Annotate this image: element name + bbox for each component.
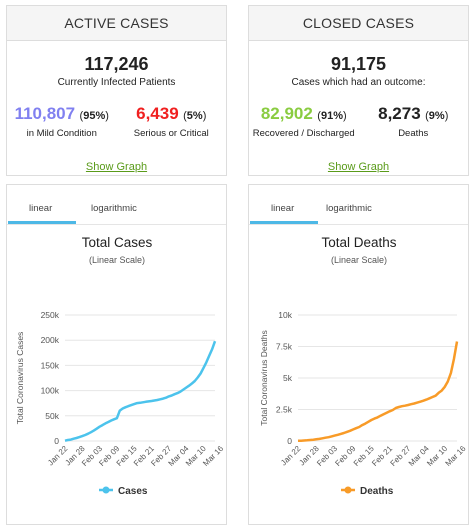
y-tick-label: 150k xyxy=(41,360,60,370)
legend-label: Deaths xyxy=(360,486,394,497)
recovered-value: 82,902 xyxy=(260,104,313,123)
deaths-value: 8,273 xyxy=(378,104,421,123)
tab-active-indicator xyxy=(250,221,318,224)
deaths-scale-tabs: linear logarithmic xyxy=(249,203,468,225)
y-tick-label: 7.5k xyxy=(276,342,293,352)
closed-cases-total-label: Cases which had an outcome: xyxy=(291,77,426,88)
recovered-percent: 91% xyxy=(320,110,343,122)
closed-cases-header: CLOSED CASES xyxy=(249,6,468,41)
y-tick-label: 100k xyxy=(41,386,60,396)
serious-condition-stat: 6,439 (5%) Serious or Critical xyxy=(117,104,227,139)
chart-subtitle: (Linear Scale) xyxy=(89,255,145,265)
closed-show-graph-link[interactable]: Show Graph xyxy=(327,161,390,173)
active-cases-panel: ACTIVE CASES 117,246 Currently Infected … xyxy=(6,5,227,176)
serious-label: Serious or Critical xyxy=(133,128,209,139)
x-tick-label: Mar 16 xyxy=(444,444,468,468)
chart-legend: Cases xyxy=(99,486,148,497)
y-axis-label: Total Coronavirus Cases xyxy=(15,332,25,425)
deaths-percent: 9% xyxy=(428,110,445,122)
y-axis-label: Total Coronavirus Deaths xyxy=(259,330,269,425)
legend-marker xyxy=(102,486,110,494)
legend-label: Cases xyxy=(118,486,148,497)
y-tick-label: 0 xyxy=(54,436,59,446)
mild-condition-stat: 110,807 (95%) in Mild Condition xyxy=(7,104,117,139)
serious-value: 6,439 xyxy=(136,104,179,123)
tab-logarithmic[interactable]: logarithmic xyxy=(326,203,372,214)
chart-title: Total Deaths xyxy=(321,235,396,250)
tabs-divider xyxy=(7,224,226,225)
y-tick-label: 2.5k xyxy=(276,405,293,415)
y-tick-label: 250k xyxy=(41,310,60,320)
deaths-label: Deaths xyxy=(398,128,429,139)
active-cases-total-label: Currently Infected Patients xyxy=(57,77,176,88)
mild-percent: 95% xyxy=(83,110,106,122)
tab-active-indicator xyxy=(8,221,76,224)
tab-linear[interactable]: linear xyxy=(29,203,53,214)
active-cases-header: ACTIVE CASES xyxy=(7,6,226,41)
closed-cases-total: 91,175 xyxy=(330,54,387,74)
deaths-chart: Total Deaths (Linear Scale) 0 2.5k 5k 7.5k 10k… xyxy=(259,235,468,497)
chart-legend: Deaths xyxy=(341,486,394,497)
deaths-chart-panel: linear logarithmic Total Deaths (Linear S… xyxy=(248,184,469,525)
mild-label: in Mild Condition xyxy=(26,128,97,139)
tab-logarithmic[interactable]: logarithmic xyxy=(91,203,137,214)
recovered-label: Recovered / Discharged xyxy=(252,128,355,139)
series-line xyxy=(64,340,217,442)
cases-scale-tabs: linear logarithmic xyxy=(7,203,226,225)
tabs-divider xyxy=(249,224,468,225)
x-tick-label: Mar 16 xyxy=(201,444,225,468)
deaths-stat: 8,273 (9%) Deaths xyxy=(359,104,469,139)
tab-linear[interactable]: linear xyxy=(271,203,295,214)
legend-marker xyxy=(344,486,352,494)
chart-title: Total Cases xyxy=(82,235,153,250)
serious-percent: 5% xyxy=(186,110,203,122)
y-tick-label: 0 xyxy=(287,436,292,446)
y-tick-label: 200k xyxy=(41,335,60,345)
recovered-stat: 82,902 (91%) Recovered / Discharged xyxy=(249,104,359,139)
y-tick-label: 10k xyxy=(278,310,292,320)
y-tick-label: 50k xyxy=(45,411,59,421)
mild-value: 110,807 xyxy=(14,104,76,123)
y-tick-label: 5k xyxy=(283,373,293,383)
closed-cases-panel: CLOSED CASES 91,175 Cases which had an o… xyxy=(248,5,469,176)
cases-chart-panel: linear logarithmic Total Cases (Linear Sc… xyxy=(6,184,227,525)
active-cases-total: 117,246 xyxy=(84,54,149,74)
series-line xyxy=(297,341,459,443)
cases-chart: Total Cases (Linear Scale) 0 50k 100k 150k 200… xyxy=(15,235,226,497)
active-show-graph-link[interactable]: Show Graph xyxy=(85,161,148,173)
chart-subtitle: (Linear Scale) xyxy=(331,255,387,265)
